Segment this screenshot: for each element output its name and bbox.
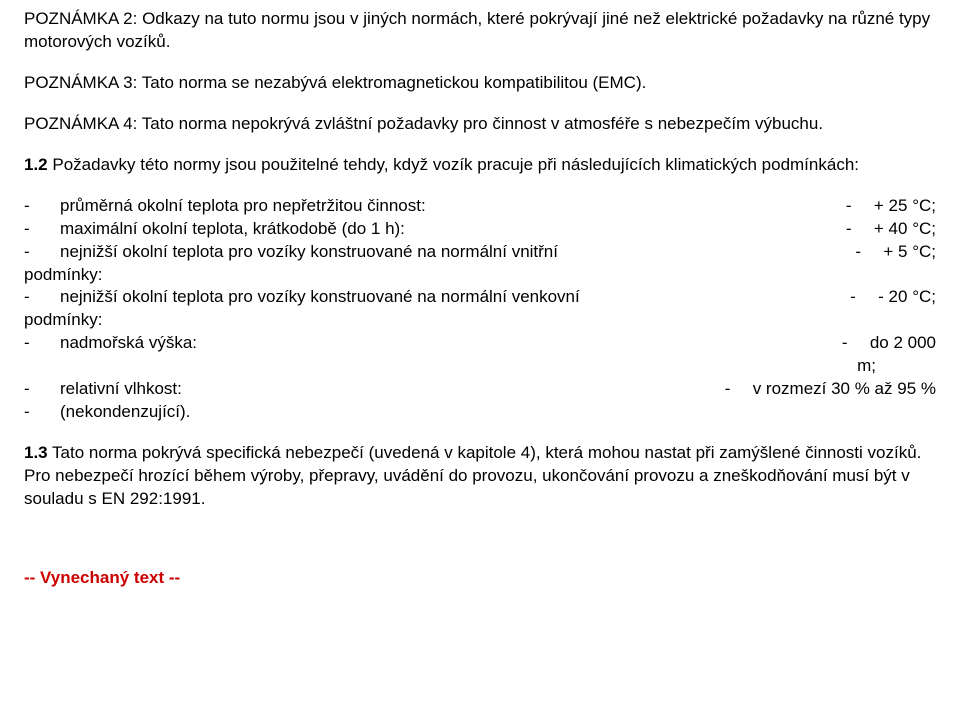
condition-value: + 25 °C; [874,195,936,218]
conditions-list: - průměrná okolní teplota pro nepřetržit… [24,195,936,424]
sec-1-3-head: 1.3 [24,443,48,462]
sec-1-3-text: Tato norma pokrývá specifická nebezpečí … [24,443,921,508]
condition-row: - nejnižší okolní teplota pro vozíky kon… [24,241,936,264]
condition-label: nejnižší okolní teplota pro vozíky konst… [60,241,558,264]
condition-row: - nadmořská výška: - do 2 000 [24,332,936,355]
condition-row: - relativní vlhkost: - v rozmezí 30 % až… [24,378,936,401]
condition-label: nejnižší okolní teplota pro vozíky konst… [60,286,580,309]
condition-label-cont: podmínky: [24,264,102,287]
condition-label: (nekondenzující). [60,401,190,424]
condition-label: relativní vlhkost: [60,378,182,401]
value-dash: - [725,378,753,401]
condition-label: průměrná okolní teplota pro nepřetržitou… [60,195,426,218]
condition-value: + 40 °C; [874,218,936,241]
sec-1-2-intro: 1.2 Požadavky této normy jsou použitelné… [24,154,936,177]
bullet-dash: - [24,195,60,218]
value-dash: - [850,286,878,309]
bullet-dash: - [24,241,60,264]
bullet-dash: - [24,286,60,309]
document-page: POZNÁMKA 2: Odkazy na tuto normu jsou v … [0,0,960,590]
condition-row-cont: podmínky: [24,264,936,287]
bullet-dash: - [24,332,60,355]
value-dash: - [846,195,874,218]
note-2: POZNÁMKA 2: Odkazy na tuto normu jsou v … [24,8,936,54]
condition-label: maximální okolní teplota, krátkodobě (do… [60,218,405,241]
value-dash: - [842,332,870,355]
sec-1-3: 1.3 Tato norma pokrývá specifická nebezp… [24,442,936,511]
condition-row: - maximální okolní teplota, krátkodobě (… [24,218,936,241]
condition-value: - 20 °C; [878,286,936,309]
condition-label: nadmořská výška: [60,332,197,355]
condition-value: + 5 °C; [883,241,936,264]
sec-1-2-text: Požadavky této normy jsou použitelné teh… [48,155,859,174]
condition-row: - průměrná okolní teplota pro nepřetržit… [24,195,936,218]
condition-label-cont: podmínky: [24,309,102,332]
sec-1-2-head: 1.2 [24,155,48,174]
omitted-text-marker: -- Vynechaný text -- [24,567,936,590]
condition-value: v rozmezí 30 % až 95 % [753,378,936,401]
condition-row: - nejnižší okolní teplota pro vozíky kon… [24,286,936,309]
bullet-dash: - [24,378,60,401]
value-dash: - [855,241,883,264]
condition-value: do 2 000 [870,332,936,355]
condition-value-cont: m; [857,355,936,378]
condition-row: - (nekondenzující). [24,401,936,424]
condition-row-cont: podmínky: [24,309,936,332]
note-4: POZNÁMKA 4: Tato norma nepokrývá zvláštn… [24,113,936,136]
value-dash: - [846,218,874,241]
bullet-dash: - [24,218,60,241]
condition-row-cont: m; [24,355,936,378]
note-3: POZNÁMKA 3: Tato norma se nezabývá elekt… [24,72,936,95]
bullet-dash: - [24,401,60,424]
